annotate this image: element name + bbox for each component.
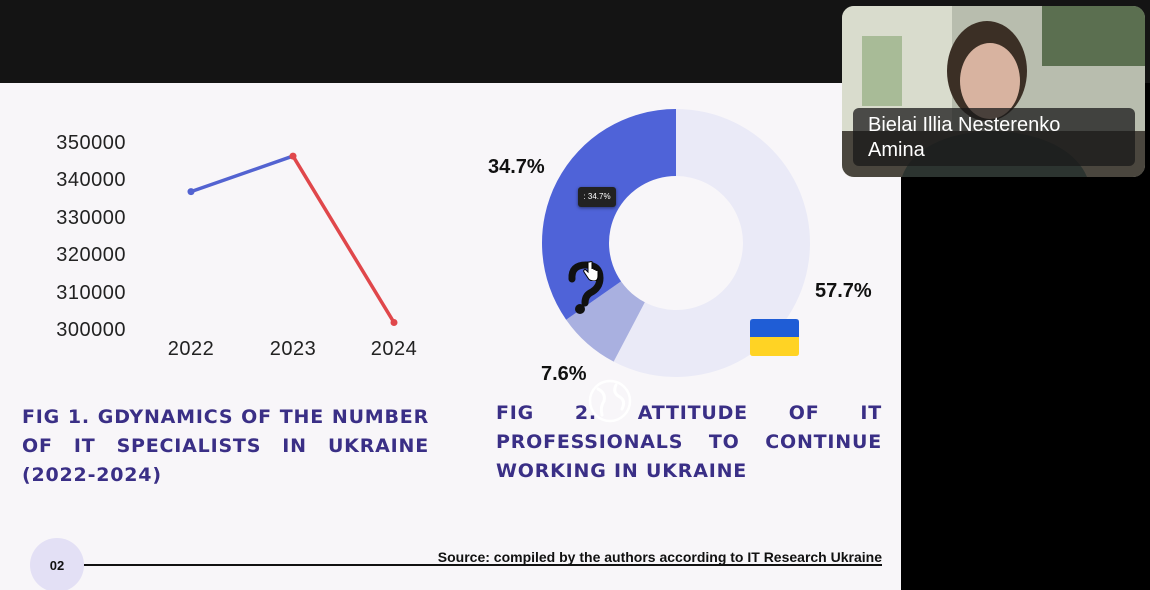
participant-name-tag: Bielai Illia Nesterenko Amina — [853, 108, 1135, 166]
data-point — [289, 152, 297, 160]
line-segment — [291, 154, 396, 325]
globe-icon — [588, 379, 632, 423]
y-tick-label: 350000 — [56, 132, 126, 154]
fig1-caption: FIG 1. GDYNAMICS OF THE NUMBER OF IT SPE… — [22, 406, 429, 486]
pct-label-main: 57.7% — [815, 280, 872, 302]
hand-pointer-icon — [583, 261, 599, 281]
donut-chart — [542, 109, 810, 423]
tooltip-text: : 34.7% — [583, 192, 611, 201]
fig2-caption: FIG 2. ATTITUDE OF IT PROFESSIONALS TO C… — [496, 402, 882, 482]
source-note: Source: compiled by the authors accordin… — [437, 549, 882, 565]
line-plot — [187, 152, 398, 327]
y-tick-label: 300000 — [56, 319, 126, 341]
data-point — [390, 319, 398, 327]
question-mark-icon — [568, 261, 604, 314]
pct-label-blue: 34.7% — [488, 156, 545, 178]
y-tick-label: 330000 — [56, 207, 126, 229]
donut-slice-small — [566, 281, 645, 362]
y-tick-label: 310000 — [56, 282, 126, 304]
y-tick-label: 320000 — [56, 244, 126, 266]
participant-video-tile[interactable]: Bielai Illia Nesterenko Amina — [842, 6, 1145, 177]
donut-slice-main — [613, 109, 810, 378]
page-number: 02 — [49, 557, 65, 573]
chart-tooltip: : 34.7% — [578, 187, 616, 207]
participant-name: Bielai Illia Nesterenko Amina — [868, 114, 1061, 161]
pct-label-small: 7.6% — [541, 363, 587, 385]
presentation-slide: 350000 340000 330000 320000 310000 30000… — [0, 83, 901, 590]
page-number-badge: 02 — [30, 538, 84, 590]
x-tick-label: 2024 — [370, 338, 418, 360]
ukraine-flag-icon — [750, 319, 799, 356]
y-tick-label: 340000 — [56, 169, 126, 191]
line-segment — [189, 154, 295, 194]
x-tick-label: 2023 — [269, 338, 317, 360]
footer-rule — [78, 564, 882, 566]
donut-slice-blue — [542, 109, 676, 320]
x-tick-label: 2022 — [167, 338, 215, 360]
data-point — [187, 188, 195, 196]
